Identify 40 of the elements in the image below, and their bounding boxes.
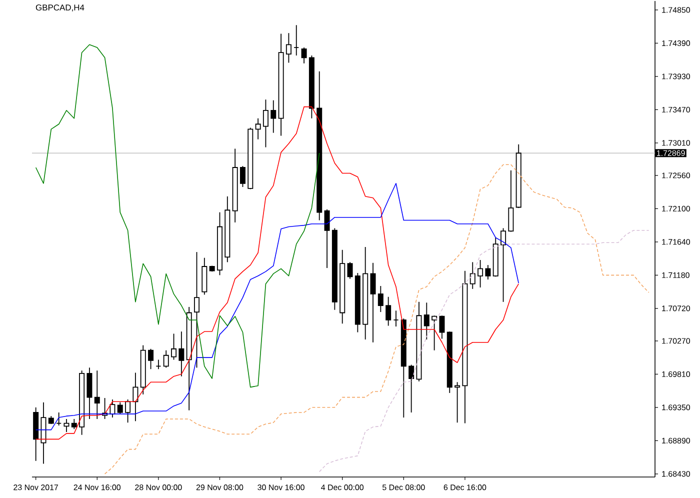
candlestick: [117, 402, 123, 414]
candlestick: [56, 412, 62, 426]
candlestick: [94, 370, 100, 420]
candlestick: [386, 296, 392, 326]
candlestick: [240, 166, 246, 188]
candlestick: [64, 418, 70, 432]
candlestick: [454, 382, 460, 424]
candlestick: [286, 32, 292, 64]
candlestick: [370, 262, 376, 343]
candlestick: [508, 170, 514, 232]
candlestick: [500, 228, 506, 302]
candlestick: [163, 350, 169, 368]
candlestick: [378, 286, 384, 312]
candlestick: [301, 47, 307, 64]
candlestick: [393, 310, 399, 327]
line-series: [35, 44, 320, 388]
candlestick: [255, 118, 261, 140]
candlestick: [432, 315, 438, 351]
candlestick: [86, 367, 92, 420]
candlestick: [262, 99, 268, 148]
candlestick: [132, 372, 138, 422]
candlestick: [148, 348, 154, 370]
candlestick: [110, 399, 116, 418]
candlestick: [178, 331, 184, 377]
candlestick: [171, 333, 177, 360]
candlestick: [125, 399, 131, 424]
candlestick: [478, 260, 484, 288]
candlestick: [485, 264, 491, 280]
candlestick: [156, 359, 162, 370]
chart-title: GBPCAD,H4: [36, 4, 84, 12]
candlestick: [324, 208, 330, 268]
candlestick: [470, 262, 476, 290]
candlestick: [71, 418, 77, 430]
candlestick: [270, 100, 276, 134]
candlestick: [439, 315, 445, 340]
candlestick: [408, 364, 414, 413]
candlestick: [347, 262, 353, 280]
candlestick: [194, 252, 200, 368]
candlestick: [424, 302, 430, 340]
candlestick: [294, 24, 300, 56]
